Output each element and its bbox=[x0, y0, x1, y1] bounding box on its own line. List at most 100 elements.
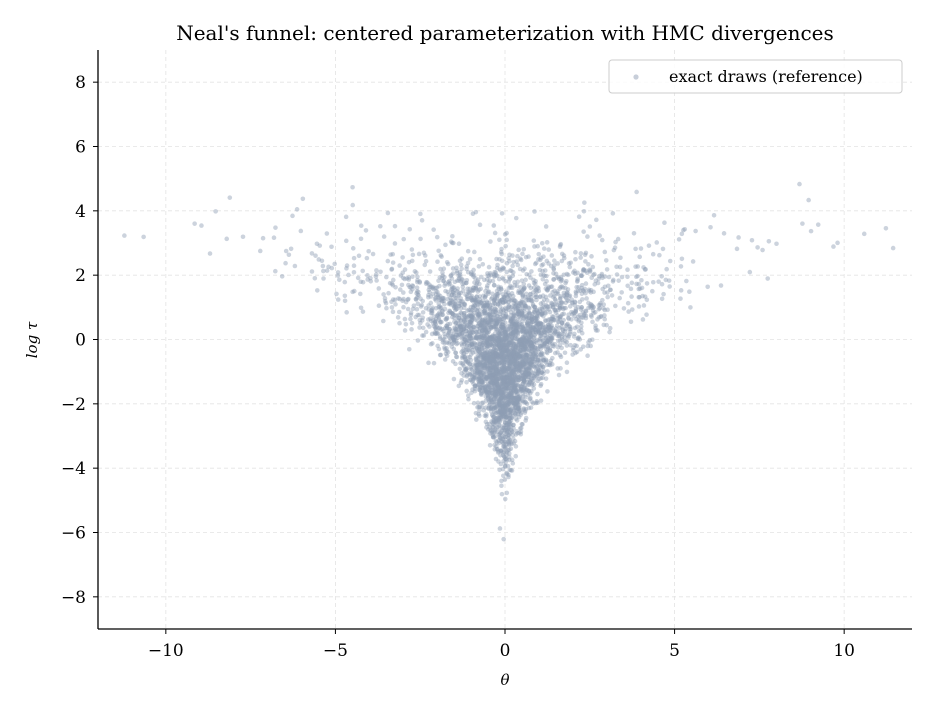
scatter-point bbox=[496, 410, 502, 416]
scatter-point bbox=[477, 335, 483, 340]
scatter-point bbox=[459, 330, 465, 336]
scatter-point bbox=[508, 355, 513, 361]
scatter-point bbox=[419, 302, 425, 308]
scatter-point bbox=[509, 349, 514, 355]
scatter-point bbox=[512, 368, 518, 373]
scatter-point bbox=[598, 313, 604, 319]
scatter-point bbox=[511, 378, 517, 384]
scatter-point bbox=[493, 348, 498, 353]
scatter-point bbox=[427, 269, 433, 274]
scatter-point bbox=[499, 365, 505, 371]
scatter-point bbox=[504, 407, 509, 412]
scatter-point bbox=[486, 406, 491, 411]
scatter-point bbox=[541, 325, 546, 330]
scatter-point bbox=[490, 365, 495, 370]
scatter-point bbox=[508, 342, 514, 348]
scatter-point bbox=[514, 366, 520, 372]
scatter-point bbox=[482, 303, 488, 308]
scatter-point bbox=[227, 195, 233, 200]
scatter-point bbox=[409, 258, 415, 264]
scatter-point bbox=[499, 349, 505, 355]
scatter-point bbox=[512, 438, 518, 444]
scatter-point bbox=[523, 338, 529, 344]
scatter-point bbox=[501, 343, 506, 348]
scatter-point bbox=[439, 254, 444, 259]
scatter-point bbox=[519, 386, 524, 392]
scatter-point bbox=[502, 232, 508, 237]
scatter-point bbox=[482, 386, 488, 392]
scatter-point bbox=[511, 401, 517, 406]
scatter-point bbox=[516, 409, 522, 415]
scatter-point bbox=[397, 263, 402, 268]
scatter-point bbox=[509, 339, 515, 345]
scatter-point bbox=[483, 302, 488, 308]
scatter-point bbox=[509, 351, 514, 357]
scatter-point bbox=[480, 335, 485, 341]
scatter-point bbox=[401, 236, 407, 242]
scatter-point bbox=[468, 323, 474, 328]
scatter-point bbox=[475, 353, 481, 359]
scatter-point bbox=[502, 386, 508, 392]
scatter-point bbox=[518, 426, 523, 431]
scatter-point bbox=[464, 365, 470, 371]
scatter-point bbox=[513, 332, 519, 338]
scatter-point bbox=[511, 330, 517, 336]
scatter-point bbox=[471, 315, 477, 321]
scatter-point bbox=[496, 343, 502, 348]
scatter-point bbox=[513, 444, 519, 449]
scatter-point bbox=[487, 370, 492, 375]
scatter-point bbox=[492, 296, 498, 302]
scatter-point bbox=[463, 366, 469, 372]
scatter-point bbox=[588, 290, 594, 295]
scatter-point bbox=[477, 315, 482, 321]
scatter-points bbox=[122, 181, 896, 542]
scatter-point bbox=[550, 314, 555, 319]
scatter-point bbox=[515, 353, 521, 358]
scatter-point bbox=[506, 255, 511, 261]
scatter-point bbox=[532, 345, 538, 350]
scatter-point bbox=[586, 288, 592, 294]
scatter-point bbox=[506, 432, 511, 438]
scatter-point bbox=[479, 392, 484, 397]
scatter-point bbox=[417, 317, 423, 323]
scatter-point bbox=[808, 228, 814, 234]
scatter-point bbox=[457, 324, 463, 329]
scatter-point bbox=[576, 285, 581, 290]
scatter-point bbox=[475, 305, 481, 310]
scatter-point bbox=[518, 312, 523, 317]
scatter-point bbox=[521, 387, 526, 393]
scatter-point bbox=[535, 378, 540, 384]
scatter-point bbox=[520, 294, 526, 299]
scatter-point bbox=[513, 341, 518, 347]
scatter-point bbox=[468, 295, 474, 301]
scatter-point bbox=[516, 406, 521, 412]
scatter-point bbox=[497, 336, 503, 341]
scatter-point bbox=[493, 362, 499, 367]
scatter-point bbox=[478, 371, 483, 377]
scatter-point bbox=[490, 381, 496, 387]
scatter-point bbox=[526, 374, 531, 380]
scatter-point bbox=[598, 302, 603, 308]
scatter-point bbox=[556, 274, 561, 280]
scatter-point bbox=[526, 356, 532, 362]
scatter-point bbox=[484, 412, 489, 417]
scatter-point bbox=[495, 335, 501, 341]
scatter-point bbox=[508, 424, 513, 429]
scatter-point bbox=[502, 375, 507, 381]
scatter-point bbox=[416, 293, 421, 298]
scatter-point bbox=[436, 304, 442, 310]
scatter-point bbox=[489, 380, 495, 386]
scatter-point bbox=[512, 322, 517, 327]
scatter-point bbox=[491, 430, 497, 436]
scatter-point bbox=[497, 321, 503, 327]
scatter-point bbox=[497, 237, 502, 243]
scatter-point bbox=[510, 335, 515, 341]
scatter-point bbox=[519, 311, 525, 317]
scatter-point bbox=[510, 273, 516, 279]
scatter-point bbox=[486, 289, 492, 294]
scatter-point bbox=[510, 377, 516, 383]
scatter-point bbox=[518, 362, 524, 368]
scatter-point bbox=[406, 275, 412, 280]
scatter-point bbox=[528, 366, 533, 371]
scatter-point bbox=[490, 333, 495, 338]
